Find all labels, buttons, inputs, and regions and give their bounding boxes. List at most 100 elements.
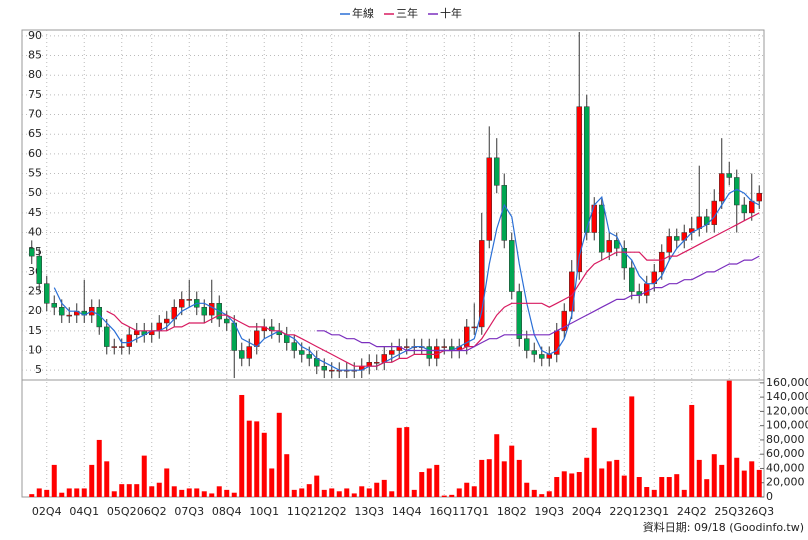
volume-bar: [486, 459, 492, 497]
volume-bar: [269, 468, 275, 497]
candle-body: [741, 204, 747, 214]
volume-bar: [636, 477, 642, 497]
volume-bar: [74, 488, 80, 497]
volume-bar: [629, 396, 635, 497]
volume-bar: [66, 488, 72, 497]
x-tick-label: 24Q2: [677, 505, 707, 518]
volume-bar: [321, 489, 327, 497]
candle-body: [426, 346, 432, 359]
candle-body: [306, 354, 312, 359]
candle-body: [539, 354, 545, 359]
volume-bar: [719, 464, 725, 497]
candle-body: [104, 326, 110, 347]
x-tick-label: 06Q2: [137, 505, 167, 518]
volume-bar: [644, 487, 650, 497]
legend-label: 三年: [396, 6, 418, 20]
volume-bar: [651, 489, 657, 497]
volume-bar: [756, 469, 762, 497]
y-tick-label: 15: [28, 324, 42, 337]
volume-bar: [711, 454, 717, 497]
candle-body: [111, 346, 117, 348]
candle-body: [209, 303, 215, 316]
candle-body: [404, 346, 410, 348]
x-tick-label: 12Q2: [317, 505, 347, 518]
volume-bar: [456, 488, 462, 497]
candle-body: [674, 236, 680, 241]
y-tick-label: 65: [28, 127, 42, 140]
volume-bar: [351, 493, 357, 497]
candle-body: [696, 216, 702, 229]
y-tick-label: 70: [28, 108, 42, 121]
candle-body: [516, 291, 522, 339]
volume-bar: [209, 493, 215, 497]
candle-body: [756, 192, 762, 202]
volume-bar: [381, 479, 387, 497]
candle-body: [561, 310, 567, 332]
volume-bar: [261, 432, 267, 497]
volume-bar: [591, 427, 597, 497]
volume-bar: [554, 477, 560, 497]
volume-bar: [246, 420, 252, 497]
y2-tick-label: 60,000: [766, 447, 805, 460]
x-tick-label: 05Q2: [107, 505, 137, 518]
volume-bar: [96, 439, 102, 497]
y2-tick-label: 160,000: [766, 376, 808, 389]
candle-body: [471, 326, 477, 329]
volume-bar: [494, 434, 500, 497]
volume-bar: [194, 488, 200, 497]
volume-bar: [546, 491, 552, 497]
volume-bar: [449, 494, 455, 497]
volume-bar: [726, 380, 732, 497]
candle-body: [606, 240, 612, 253]
candle-body: [599, 204, 605, 253]
candle-body: [239, 350, 245, 359]
legend-label: 十年: [440, 6, 462, 20]
volume-bar: [531, 489, 537, 497]
candle-body: [299, 350, 305, 355]
volume-bar: [471, 486, 477, 497]
x-tick-label: 02Q4: [32, 505, 62, 518]
volume-bar: [119, 484, 125, 497]
volume-bar: [434, 464, 440, 497]
volume-bar: [104, 461, 110, 497]
candle-body: [224, 318, 230, 324]
volume-bar: [501, 461, 507, 497]
volume-bar: [396, 427, 402, 497]
candle-body: [659, 251, 665, 273]
y-tick-label: 85: [28, 49, 42, 62]
y-tick-label: 80: [28, 68, 42, 81]
volume-bar: [599, 468, 605, 497]
x-tick-label: 13Q3: [354, 505, 384, 518]
volume-bar: [614, 459, 620, 497]
volume-bar: [734, 457, 740, 497]
volume-bar: [36, 488, 42, 497]
volume-bar: [366, 488, 372, 497]
legend-label: 年線: [352, 6, 374, 20]
volume-bar: [704, 479, 710, 497]
volume-bar: [689, 404, 695, 497]
candle-body: [441, 346, 447, 348]
volume-bar: [149, 486, 155, 497]
candle-body: [726, 173, 732, 178]
candle-body: [501, 185, 507, 241]
volume-bar: [201, 491, 207, 497]
candle-body: [51, 303, 57, 308]
volume-bar: [359, 486, 365, 497]
x-tick-label: 19Q3: [534, 505, 564, 518]
y-tick-label: 90: [28, 29, 42, 42]
y-tick-label: 5: [35, 363, 42, 376]
volume-bar: [224, 489, 230, 497]
volume-bar: [141, 455, 147, 497]
volume-bar: [126, 484, 132, 497]
candle-body: [179, 299, 185, 308]
candle-body: [719, 173, 725, 202]
candle-body: [126, 334, 132, 347]
volume-bar: [344, 488, 350, 497]
volume-bar: [621, 475, 627, 497]
candle-body: [164, 318, 170, 324]
candle-body: [509, 240, 515, 292]
volume-bar: [576, 472, 582, 497]
volume-bar: [666, 477, 672, 497]
volume-bar: [186, 488, 192, 497]
candle-body: [644, 283, 650, 296]
